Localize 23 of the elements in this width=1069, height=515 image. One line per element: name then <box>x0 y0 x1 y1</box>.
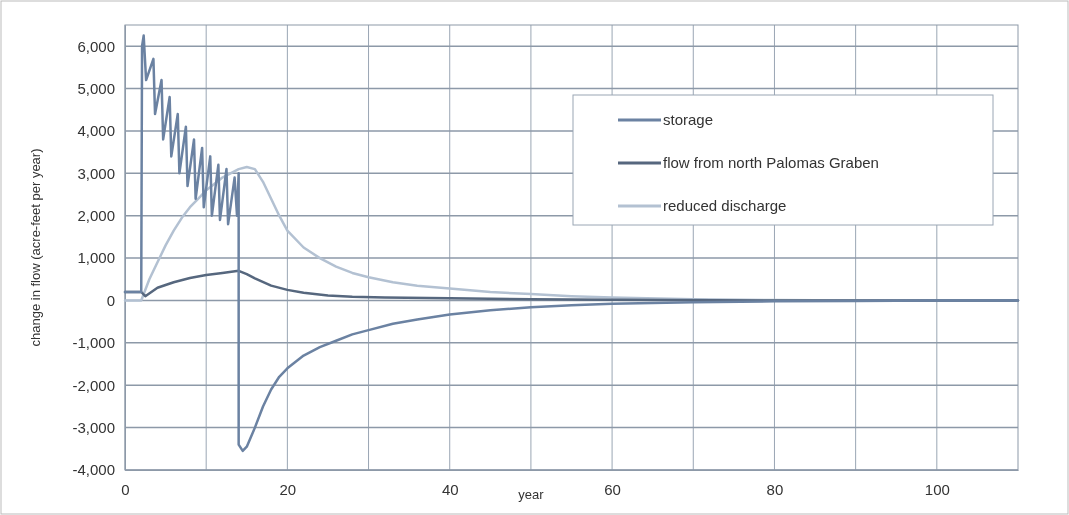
y-tick-label: 2,000 <box>77 207 115 225</box>
y-tick-label: 3,000 <box>77 164 115 182</box>
y-tick-label: -2,000 <box>72 376 115 394</box>
x-tick-label: 0 <box>121 480 130 498</box>
y-tick-label: -1,000 <box>72 334 115 352</box>
legend-label: flow from north Palomas Graben <box>663 154 879 171</box>
x-tick-label: 40 <box>441 480 459 498</box>
y-axis-title: change in flow (acre-feet per year) <box>28 148 43 347</box>
x-tick-label: 100 <box>924 480 950 498</box>
line-series <box>123 34 1020 453</box>
x-tick-label: 60 <box>604 480 621 498</box>
y-tick-label: 5,000 <box>77 79 115 97</box>
y-tick-label: -3,000 <box>72 418 115 436</box>
x-tick-label: 80 <box>766 480 784 498</box>
y-tick-label: 1,000 <box>77 249 115 267</box>
y-tick-label: 4,000 <box>77 122 115 140</box>
legend-label: storage <box>663 111 714 128</box>
y-tick-label: 0 <box>106 291 115 309</box>
legend-label: reduced discharge <box>663 197 787 214</box>
x-tick-label: 20 <box>279 480 297 498</box>
x-axis-title: year <box>518 487 545 502</box>
y-tick-label: 6,000 <box>77 37 115 55</box>
y-tick-label: -4,000 <box>72 461 115 479</box>
